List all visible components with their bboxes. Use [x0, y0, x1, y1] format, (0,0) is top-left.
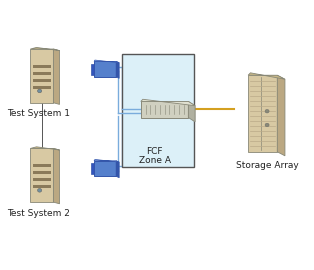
Circle shape [265, 123, 269, 127]
FancyBboxPatch shape [122, 55, 194, 167]
Polygon shape [188, 102, 195, 122]
FancyBboxPatch shape [94, 61, 116, 77]
FancyBboxPatch shape [33, 171, 51, 174]
Polygon shape [141, 99, 195, 106]
FancyBboxPatch shape [33, 86, 51, 89]
Polygon shape [30, 48, 60, 51]
Polygon shape [116, 61, 119, 78]
Polygon shape [277, 75, 285, 156]
Polygon shape [248, 73, 285, 79]
FancyBboxPatch shape [94, 161, 116, 176]
Polygon shape [53, 148, 60, 204]
FancyBboxPatch shape [91, 163, 94, 174]
FancyBboxPatch shape [33, 72, 51, 75]
FancyBboxPatch shape [30, 49, 53, 103]
FancyBboxPatch shape [30, 148, 53, 202]
FancyBboxPatch shape [33, 79, 51, 82]
FancyBboxPatch shape [33, 65, 51, 68]
Polygon shape [116, 161, 119, 178]
Text: Test System 2: Test System 2 [8, 209, 70, 218]
FancyBboxPatch shape [33, 178, 51, 181]
Polygon shape [30, 147, 60, 150]
FancyBboxPatch shape [33, 164, 51, 167]
FancyBboxPatch shape [33, 185, 51, 188]
FancyBboxPatch shape [141, 102, 188, 117]
Polygon shape [94, 60, 119, 63]
FancyBboxPatch shape [248, 75, 277, 152]
Text: FCF: FCF [146, 147, 163, 156]
FancyBboxPatch shape [91, 64, 94, 75]
Text: Zone A: Zone A [138, 157, 171, 166]
Circle shape [265, 109, 269, 113]
Text: Storage Array: Storage Array [236, 161, 299, 170]
Circle shape [38, 188, 42, 192]
Polygon shape [53, 49, 60, 104]
Text: Test System 1: Test System 1 [7, 109, 70, 119]
Polygon shape [94, 160, 119, 162]
Circle shape [38, 89, 42, 93]
